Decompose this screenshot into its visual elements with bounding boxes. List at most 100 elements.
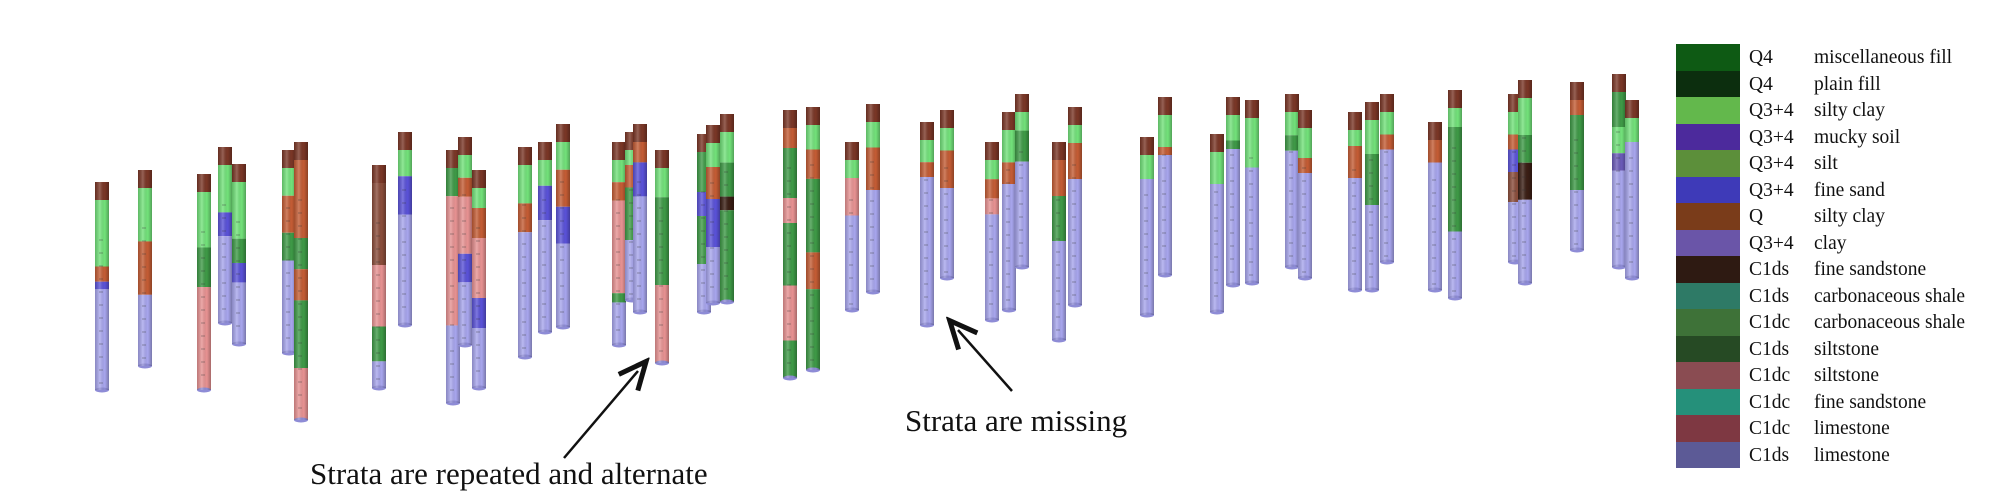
borehole [1298,110,1312,281]
legend-name: siltstone [1814,365,1880,386]
legend-swatch [1676,97,1740,124]
borehole [1140,137,1154,318]
borehole [472,170,486,391]
legend-code: Q3+4 [1749,100,1794,121]
borehole [1625,100,1639,281]
legend-code: C1ds [1749,285,1790,307]
borehole [197,174,211,393]
borehole [1158,97,1172,278]
legend-item: Q4 plain fill [1676,70,1996,97]
legend-name: carbonaceous shale [1814,285,1966,307]
borehole [538,142,552,335]
legend-name: fine sandstone [1814,259,1927,280]
borehole [720,114,734,305]
borehole [1612,74,1626,270]
borehole [1348,112,1362,293]
borehole [372,165,386,391]
borehole [518,147,532,360]
annotation-missing: Strata are missing [905,403,1128,438]
borehole [1015,94,1029,270]
legend-name: fine sand [1814,179,1885,201]
borehole [1210,134,1224,315]
borehole [940,110,954,281]
borehole [1245,100,1259,286]
legend-code: Q3+4 [1749,126,1794,148]
borehole [446,150,460,406]
borehole [1226,97,1240,288]
borehole [1518,80,1532,286]
legend-code: Q3+4 [1749,153,1794,174]
legend-name: silty clay [1814,206,1885,227]
legend-swatch [1676,309,1740,336]
borehole [1365,102,1379,293]
legend-code: Q4 [1749,47,1773,68]
legend-code: Q3+4 [1749,232,1794,254]
legend-item: C1dc limestone [1676,415,1996,442]
legend-code: C1ds [1749,259,1790,280]
borehole [282,150,296,356]
borehole [556,124,570,330]
borehole [1380,94,1394,265]
borehole [1285,94,1299,270]
borehole [655,150,669,366]
legend-code: C1dc [1749,365,1791,386]
borehole [783,110,797,381]
legend-swatch [1676,256,1740,283]
borehole [1428,122,1442,293]
legend-name: silty clay [1814,100,1885,121]
legend-code: C1ds [1749,444,1790,466]
legend-swatch [1676,335,1740,362]
legend-item: Q4 miscellaneous fill [1676,44,1996,71]
legend-item: Q3+4 silty clay [1676,97,1996,124]
legend-code: C1dc [1749,312,1791,333]
borehole [920,122,934,328]
borehole [1002,112,1016,313]
legend-item: C1ds limestone [1676,441,1996,468]
legend-name: miscellaneous fill [1814,47,1953,68]
borehole [1068,107,1082,308]
legend-name: siltstone [1814,338,1880,360]
legend-swatch [1676,388,1740,415]
legend-code: C1ds [1749,338,1790,360]
legend-item: C1dc carbonaceous shale [1676,309,1996,336]
legend-name: fine sandstone [1814,391,1927,413]
borehole [845,142,859,313]
borehole [398,132,412,328]
legend-item: C1dc fine sandstone [1676,388,1996,415]
borehole [866,104,880,295]
legend-item: C1dc siltstone [1676,362,1996,389]
borehole [1448,90,1462,301]
arrow-repeated [563,371,638,459]
borehole [95,182,109,393]
legend-item: Q3+4 fine sand [1676,176,1996,203]
legend-swatch [1676,229,1740,256]
legend-swatch [1676,123,1740,150]
legend-swatch [1676,70,1740,97]
borehole [458,137,472,348]
legend-code: C1dc [1749,391,1791,413]
borehole [218,147,232,326]
legend-swatch [1676,415,1740,442]
legend-item: C1ds fine sandstone [1676,256,1996,283]
legend-name: carbonaceous shale [1814,312,1966,333]
legend-code: Q3+4 [1749,179,1794,201]
borehole [706,125,720,306]
legend-code: Q [1749,206,1764,227]
borehole [633,124,647,315]
arrow-missing [958,330,1013,392]
legend-swatch [1676,441,1740,468]
legend-name: limestone [1814,418,1890,439]
borehole [138,170,152,369]
borehole [1570,82,1584,253]
legend-swatch [1676,150,1740,177]
legend-swatch [1676,282,1740,309]
legend-code: Q4 [1749,73,1773,95]
annotation-repeated: Strata are repeated and alternate [310,456,708,491]
borehole [985,142,999,323]
legend: Q4 miscellaneous fill Q4 plain fill Q3+4 silt… [1676,44,1996,468]
legend-item: Q3+4 mucky soil [1676,123,1996,150]
legend-name: limestone [1814,444,1890,466]
borehole [806,107,820,373]
